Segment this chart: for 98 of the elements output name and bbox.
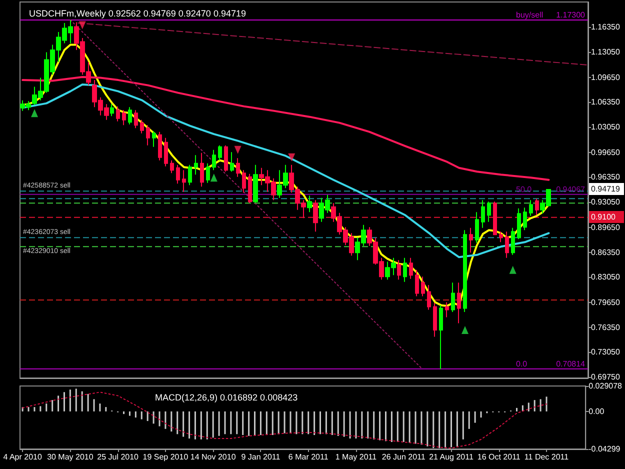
candlestick xyxy=(433,302,437,338)
annotation: buy/sell xyxy=(516,10,544,20)
text: 0.94719 xyxy=(591,184,620,194)
point xyxy=(288,153,296,162)
candlestick xyxy=(397,260,401,280)
point xyxy=(210,174,218,182)
y-tick-label: 0.69750 xyxy=(591,372,620,382)
candlestick xyxy=(170,160,174,174)
candlestick xyxy=(451,282,455,312)
candlestick xyxy=(463,230,467,312)
candlestick xyxy=(110,104,114,117)
candlestick xyxy=(122,110,126,126)
y-tick-label: 0.76350 xyxy=(591,322,620,332)
x-tick-label: 21 Aug 2011 xyxy=(429,452,474,462)
point xyxy=(462,326,469,334)
candlestick xyxy=(158,131,162,161)
y-tick-label: -0.04299 xyxy=(588,444,621,454)
line-series xyxy=(22,76,550,181)
x-tick-label: 6 Mar 2011 xyxy=(288,452,329,462)
text: USDCHFm,Weekly 0.92562 0.94769 0.92470 0.94719 xyxy=(29,8,246,18)
candlestick xyxy=(224,144,228,172)
y-tick-label: 0.93050 xyxy=(591,198,620,207)
y-tick-label: 0.79650 xyxy=(591,298,620,308)
x-tick-label: 9 Jan 2011 xyxy=(241,452,281,462)
candlestick xyxy=(188,164,192,186)
annotation: 0.0 xyxy=(516,359,528,368)
candlestick xyxy=(218,144,222,161)
candlestick xyxy=(176,164,180,184)
y-tick-label: 0.96350 xyxy=(591,172,620,182)
y-tick-label: 1.09650 xyxy=(591,72,620,82)
candlestick xyxy=(445,302,449,318)
candlestick xyxy=(493,201,497,236)
x-tick-label: 16 Oct 2011 xyxy=(477,452,521,462)
x-tick-label: 19 Sep 2010 xyxy=(142,452,189,462)
text: MACD(12,26,9) 0.016892 0.008423 xyxy=(155,392,298,402)
candlestick xyxy=(194,154,198,176)
x-tick-label: 14 Nov 2010 xyxy=(190,452,236,462)
candlestick xyxy=(517,208,521,240)
candlestick xyxy=(182,170,186,192)
candlestick xyxy=(415,269,419,297)
candlestick xyxy=(248,173,252,204)
y-tick-label: 0.83050 xyxy=(591,272,620,282)
candlestick xyxy=(242,170,246,194)
y-tick-label: 1.13050 xyxy=(591,47,620,56)
candlestick xyxy=(511,227,515,256)
ref-line-label: 1.17300 xyxy=(556,10,586,20)
ref-line-label: 0.9100 xyxy=(591,212,616,222)
y-tick-label: 1.03050 xyxy=(591,122,620,132)
ref-line-label: 0.70814 xyxy=(556,359,586,368)
candlestick xyxy=(152,130,156,148)
candlestick xyxy=(128,106,132,125)
y-tick-label: 0.89650 xyxy=(591,223,620,232)
candlestick xyxy=(134,110,138,129)
y-tick-label: 0.029078 xyxy=(588,382,623,390)
candlestick xyxy=(116,106,120,122)
y-tick-label: 0.73050 xyxy=(591,348,620,357)
candlestick xyxy=(409,257,413,280)
candlestick xyxy=(529,200,533,216)
x-tick-label: 11 Dec 2011 xyxy=(524,452,570,462)
point xyxy=(234,146,242,154)
y-tick-label: 0.86350 xyxy=(591,248,620,257)
point xyxy=(509,266,516,274)
candlestick xyxy=(200,152,204,188)
candlestick xyxy=(140,119,144,134)
candlestick xyxy=(481,200,485,228)
candlestick xyxy=(313,200,318,232)
candlestick xyxy=(164,137,168,167)
candlestick xyxy=(499,231,503,243)
candlestick xyxy=(523,207,527,231)
candlestick xyxy=(146,124,150,146)
candlestick xyxy=(253,164,258,204)
candlestick xyxy=(421,276,425,297)
candlestick xyxy=(427,284,431,310)
line-series xyxy=(22,392,548,449)
y-tick-label: 1.06350 xyxy=(591,98,620,107)
x-tick-label: 25 Jul 2010 xyxy=(97,452,140,462)
candlestick xyxy=(535,198,539,216)
x-tick-label: 30 May 2010 xyxy=(47,452,94,462)
candlestick xyxy=(236,158,240,178)
candlestick xyxy=(307,195,312,213)
x-tick-label: 26 Jun 2011 xyxy=(382,452,426,462)
y-tick-label: 0.00 xyxy=(588,406,605,416)
x-tick-label: 4 Apr 2010 xyxy=(3,452,42,462)
candlestick xyxy=(457,282,461,324)
point xyxy=(31,109,38,118)
y-tick-label: 1.16350 xyxy=(591,22,620,32)
point xyxy=(78,21,86,30)
candlestick xyxy=(487,201,491,222)
x-tick-label: 1 May 2011 xyxy=(335,452,378,462)
candlestick xyxy=(212,149,216,171)
candlestick xyxy=(403,257,407,282)
y-tick-label: 0.99650 xyxy=(591,148,620,157)
candlestick xyxy=(439,304,443,370)
candlestick xyxy=(206,162,210,184)
candlestick xyxy=(475,212,479,244)
candlestick xyxy=(505,231,509,258)
candlestick xyxy=(469,227,473,254)
candlestick xyxy=(230,152,234,172)
